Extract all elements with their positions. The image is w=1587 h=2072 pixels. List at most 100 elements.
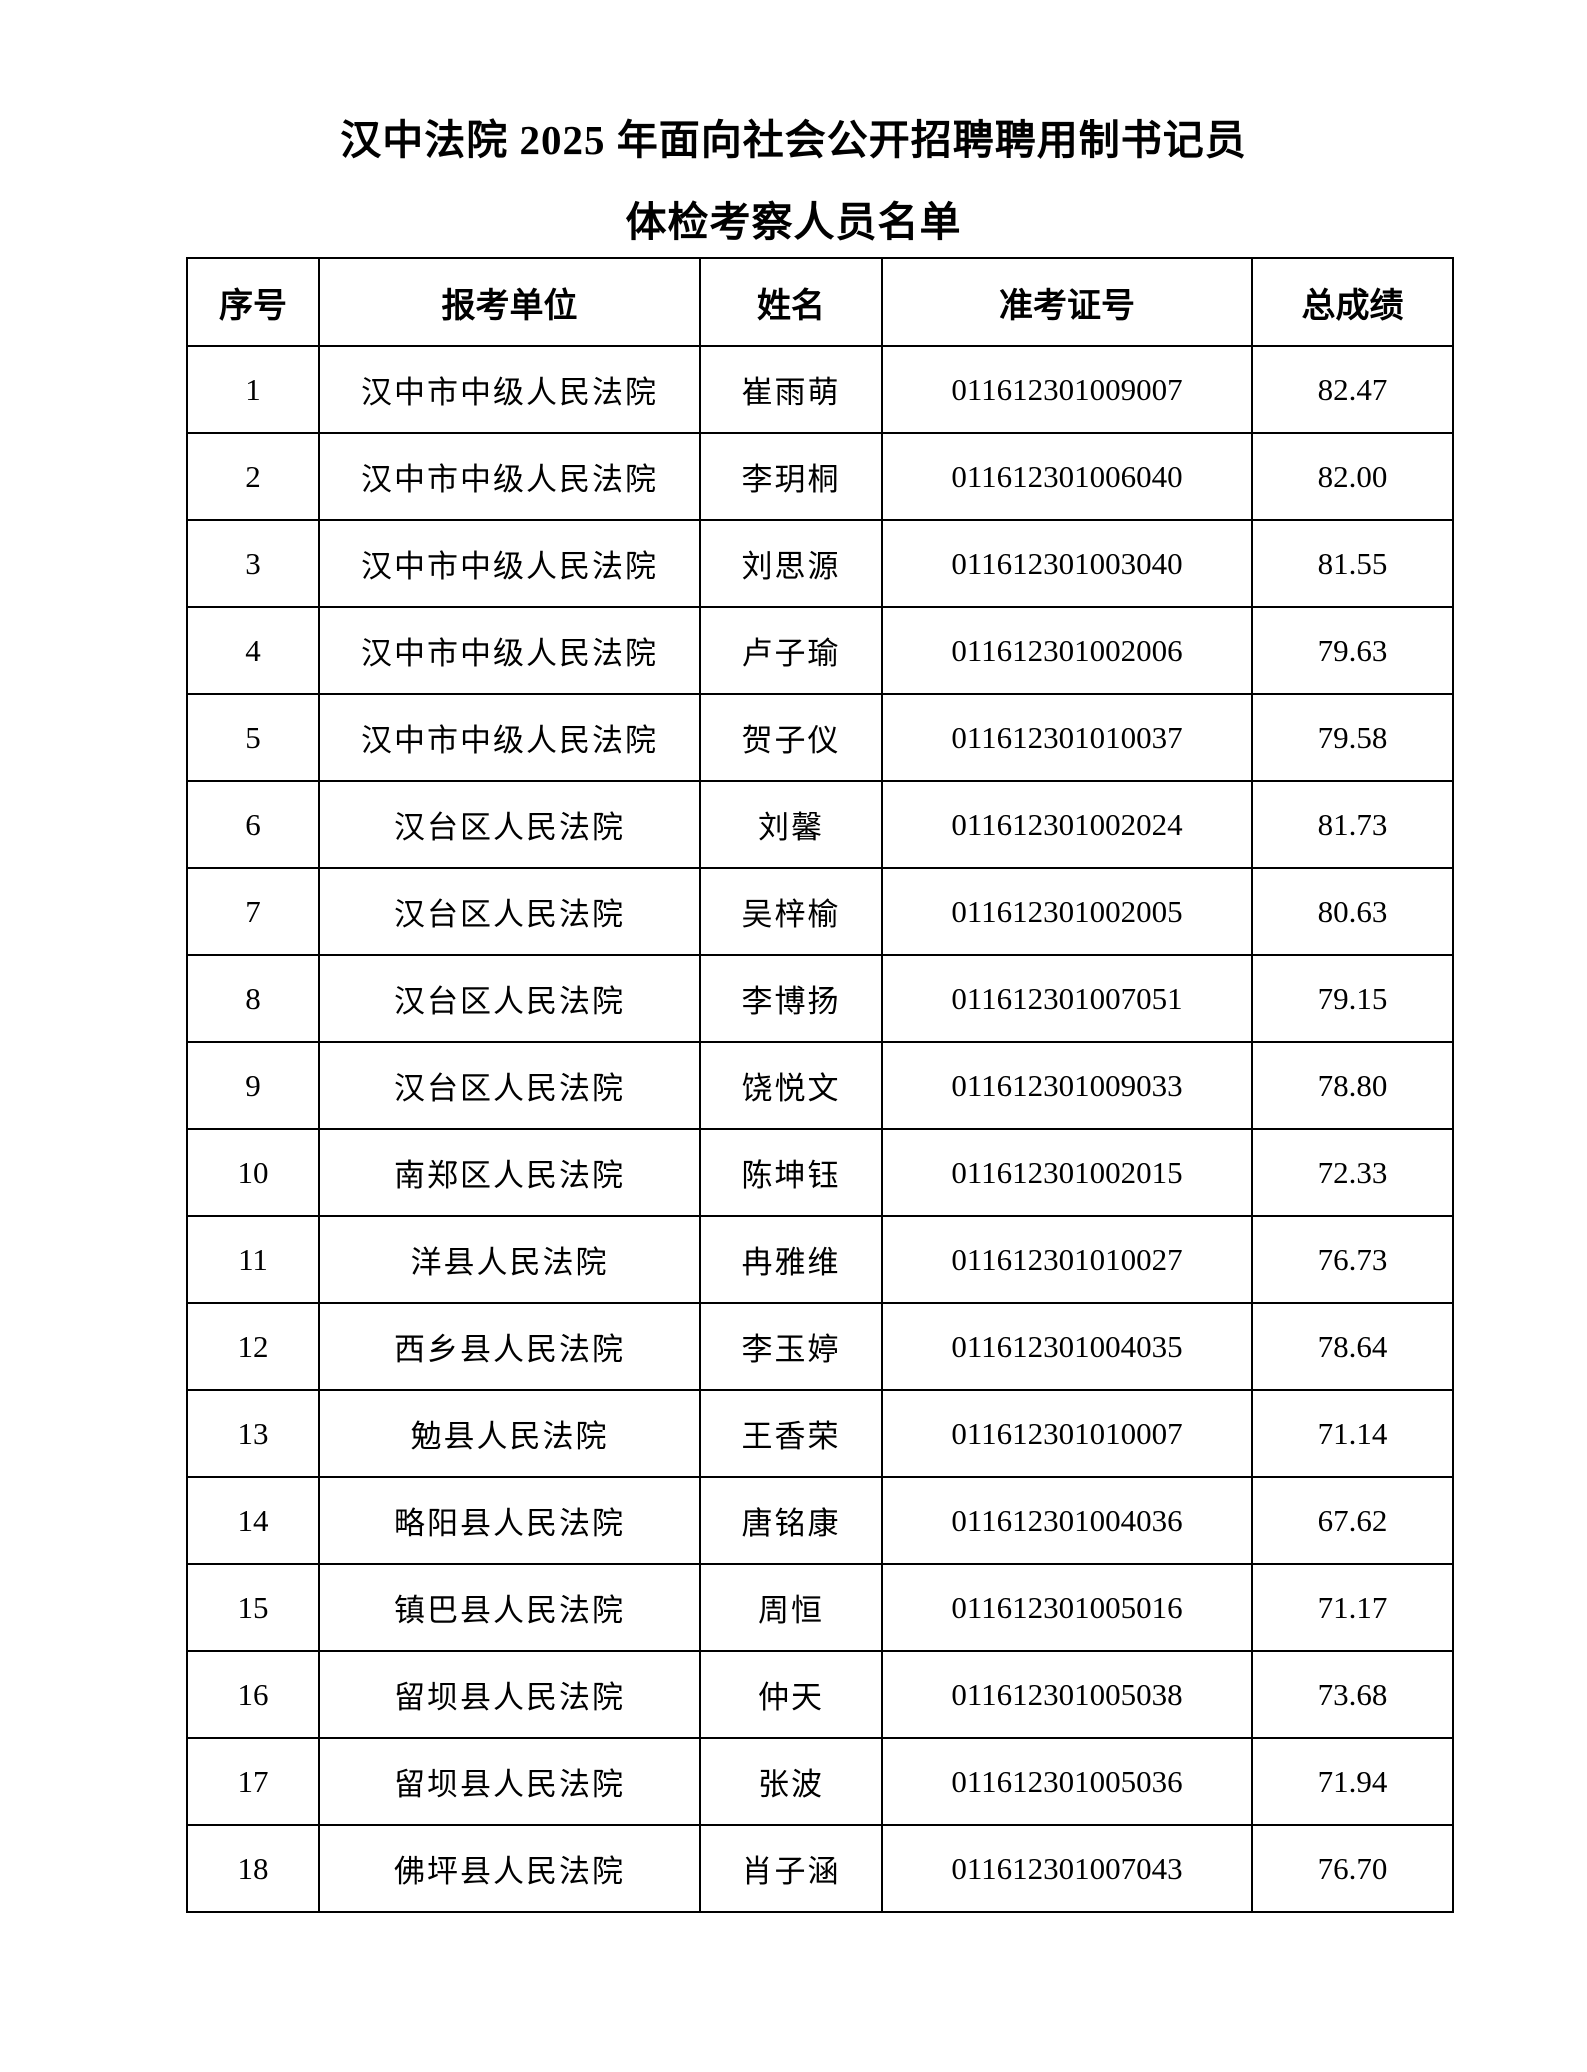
cell-unit: 汉中市中级人民法院 [318,432,701,521]
cell-score: 81.55 [1251,519,1454,608]
cell-score: 82.00 [1251,432,1454,521]
cell-score: 78.64 [1251,1302,1454,1391]
cell-unit: 留坝县人民法院 [318,1737,701,1826]
cell-index: 6 [186,780,320,869]
cell-name: 仲天 [699,1650,883,1739]
cell-name: 李玥桐 [699,432,883,521]
cell-ticket: 011612301010007 [881,1389,1253,1478]
cell-ticket: 011612301005036 [881,1737,1253,1826]
cell-score: 71.14 [1251,1389,1454,1478]
cell-unit: 洋县人民法院 [318,1215,701,1304]
table-row: 2 汉中市中级人民法院 李玥桐 011612301006040 82.00 [186,432,1454,521]
cell-unit: 汉中市中级人民法院 [318,693,701,782]
document-title-line2: 体检考察人员名单 [625,199,962,245]
cell-name: 肖子涵 [699,1824,883,1913]
cell-index: 5 [186,693,320,782]
cell-score: 76.70 [1251,1824,1454,1913]
cell-ticket: 011612301002005 [881,867,1253,956]
column-header-ticket: 准考证号 [881,257,1253,347]
table-row: 12 西乡县人民法院 李玉婷 011612301004035 78.64 [186,1302,1454,1391]
table-row: 6 汉台区人民法院 刘馨 011612301002024 81.73 [186,780,1454,869]
table-row: 7 汉台区人民法院 吴梓榆 011612301002005 80.63 [186,867,1454,956]
cell-ticket: 011612301002015 [881,1128,1253,1217]
cell-name: 冉雅维 [699,1215,883,1304]
table-row: 15 镇巴县人民法院 周恒 011612301005016 71.17 [186,1563,1454,1652]
cell-ticket: 011612301009007 [881,345,1253,434]
table-row: 10 南郑区人民法院 陈坤钰 011612301002015 72.33 [186,1128,1454,1217]
cell-unit: 汉台区人民法院 [318,780,701,869]
cell-name: 唐铭康 [699,1476,883,1565]
table-row: 5 汉中市中级人民法院 贺子仪 011612301010037 79.58 [186,693,1454,782]
cell-index: 7 [186,867,320,956]
column-header-name: 姓名 [699,257,883,347]
cell-unit: 镇巴县人民法院 [318,1563,701,1652]
cell-score: 79.63 [1251,606,1454,695]
cell-unit: 汉台区人民法院 [318,1041,701,1130]
cell-ticket: 011612301005038 [881,1650,1253,1739]
cell-unit: 略阳县人民法院 [318,1476,701,1565]
table-header-row: 序号 报考单位 姓名 准考证号 总成绩 [186,257,1454,347]
cell-index: 11 [186,1215,320,1304]
cell-name: 李博扬 [699,954,883,1043]
cell-unit: 南郑区人民法院 [318,1128,701,1217]
cell-ticket: 011612301003040 [881,519,1253,608]
cell-unit: 汉中市中级人民法院 [318,519,701,608]
cell-unit: 勉县人民法院 [318,1389,701,1478]
cell-index: 15 [186,1563,320,1652]
cell-index: 9 [186,1041,320,1130]
cell-score: 82.47 [1251,345,1454,434]
cell-index: 2 [186,432,320,521]
cell-score: 79.58 [1251,693,1454,782]
cell-unit: 留坝县人民法院 [318,1650,701,1739]
table-row: 1 汉中市中级人民法院 崔雨萌 011612301009007 82.47 [186,345,1454,434]
cell-index: 1 [186,345,320,434]
cell-index: 18 [186,1824,320,1913]
cell-name: 王香荣 [699,1389,883,1478]
cell-name: 周恒 [699,1563,883,1652]
table-row: 13 勉县人民法院 王香荣 011612301010007 71.14 [186,1389,1454,1478]
table-row: 8 汉台区人民法院 李博扬 011612301007051 79.15 [186,954,1454,1043]
cell-ticket: 011612301006040 [881,432,1253,521]
cell-index: 4 [186,606,320,695]
cell-name: 吴梓榆 [699,867,883,956]
cell-score: 73.68 [1251,1650,1454,1739]
cell-unit: 汉中市中级人民法院 [318,606,701,695]
cell-ticket: 011612301009033 [881,1041,1253,1130]
cell-score: 71.94 [1251,1737,1454,1826]
cell-index: 10 [186,1128,320,1217]
cell-index: 12 [186,1302,320,1391]
cell-index: 8 [186,954,320,1043]
cell-unit: 汉中市中级人民法院 [318,345,701,434]
cell-name: 崔雨萌 [699,345,883,434]
table-row: 18 佛坪县人民法院 肖子涵 011612301007043 76.70 [186,1824,1454,1913]
table-row: 11 洋县人民法院 冉雅维 011612301010027 76.73 [186,1215,1454,1304]
cell-ticket: 011612301002006 [881,606,1253,695]
cell-score: 67.62 [1251,1476,1454,1565]
cell-ticket: 011612301007043 [881,1824,1253,1913]
cell-name: 李玉婷 [699,1302,883,1391]
cell-unit: 佛坪县人民法院 [318,1824,701,1913]
cell-ticket: 011612301010027 [881,1215,1253,1304]
cell-unit: 汉台区人民法院 [318,954,701,1043]
table-row: 3 汉中市中级人民法院 刘思源 011612301003040 81.55 [186,519,1454,608]
cell-score: 79.15 [1251,954,1454,1043]
cell-score: 72.33 [1251,1128,1454,1217]
cell-score: 80.63 [1251,867,1454,956]
cell-ticket: 011612301007051 [881,954,1253,1043]
table-body: 1 汉中市中级人民法院 崔雨萌 011612301009007 82.47 2 汉中市中级人… [186,345,1454,1913]
cell-name: 陈坤钰 [699,1128,883,1217]
cell-ticket: 011612301004036 [881,1476,1253,1565]
cell-index: 17 [186,1737,320,1826]
table-row: 9 汉台区人民法院 饶悦文 011612301009033 78.80 [186,1041,1454,1130]
cell-index: 16 [186,1650,320,1739]
cell-name: 贺子仪 [699,693,883,782]
cell-score: 78.80 [1251,1041,1454,1130]
cell-unit: 汉台区人民法院 [318,867,701,956]
column-header-score: 总成绩 [1251,257,1454,347]
table-row: 4 汉中市中级人民法院 卢子瑜 011612301002006 79.63 [186,606,1454,695]
cell-name: 刘馨 [699,780,883,869]
cell-name: 饶悦文 [699,1041,883,1130]
table-row: 16 留坝县人民法院 仲天 011612301005038 73.68 [186,1650,1454,1739]
cell-ticket: 011612301010037 [881,693,1253,782]
cell-name: 张波 [699,1737,883,1826]
